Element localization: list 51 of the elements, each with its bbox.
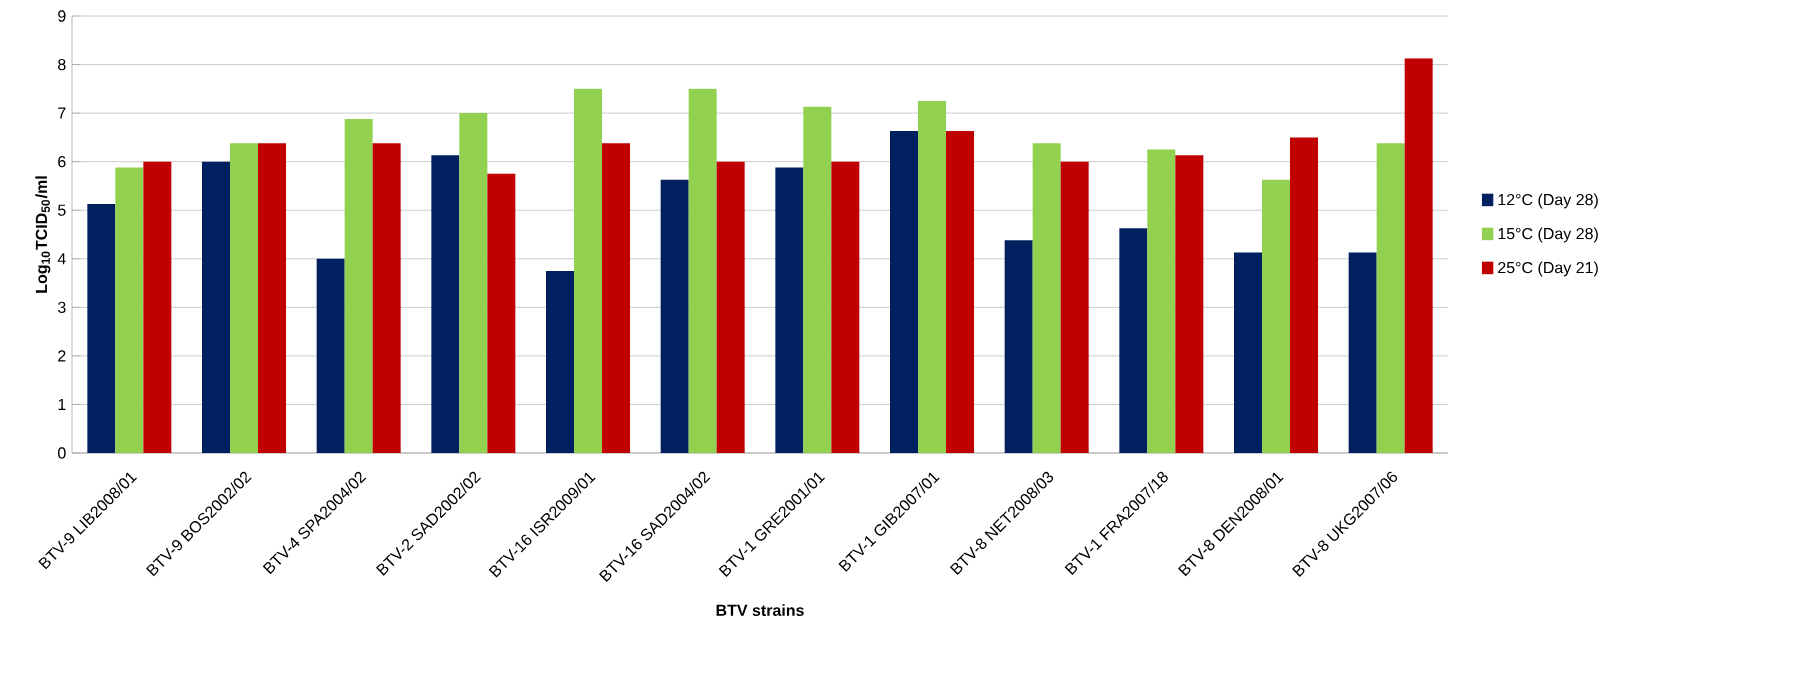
y-tick-label: 2: [58, 350, 66, 362]
legend-label: 12°C (Day 28): [1498, 193, 1598, 209]
bar: [87, 203, 116, 453]
bar: [1234, 252, 1263, 453]
bar: [574, 88, 603, 453]
bar: [431, 155, 460, 453]
bar: [344, 118, 373, 453]
bar: [546, 270, 575, 453]
bar: [660, 179, 689, 453]
bar: [1404, 58, 1433, 453]
bar: [918, 100, 947, 453]
bar: [831, 161, 860, 453]
bar: [143, 161, 172, 453]
y-tick-label: 0: [58, 447, 66, 459]
bar: [372, 143, 401, 453]
bar: [115, 167, 144, 453]
bar: [1262, 179, 1291, 453]
bar: [258, 143, 287, 453]
bar: [946, 131, 974, 453]
bar: [775, 167, 804, 453]
y-tick-label: 1: [58, 398, 66, 410]
bar: [1119, 228, 1148, 453]
bar: [1290, 137, 1318, 453]
bar: [688, 88, 717, 453]
bar: [602, 143, 631, 453]
y-tick-label: 5: [58, 204, 66, 216]
legend-label: 15°C (Day 28): [1498, 227, 1598, 243]
y-tick-label: 9: [58, 10, 66, 22]
bar: [1004, 240, 1033, 453]
bar: [1032, 143, 1061, 453]
text: Log$_{10}$TCID$_{50}$/ml: [35, 176, 51, 293]
bar: [1376, 143, 1405, 453]
bar: [716, 161, 745, 453]
y-tick-label: 8: [58, 58, 66, 71]
bar: [1060, 161, 1089, 453]
x-axis-title: BTV strains: [716, 604, 804, 616]
y-tick-label: 6: [58, 156, 66, 168]
bar: [1147, 149, 1176, 453]
bar: [459, 113, 488, 453]
bar: [487, 173, 516, 453]
bar: [1175, 155, 1204, 453]
bar: [202, 161, 231, 453]
bar: [230, 143, 259, 453]
bar: [890, 131, 919, 453]
y-tick-label: 3: [57, 301, 66, 313]
legend-label: 25°C (Day 21): [1498, 261, 1598, 277]
bar: [1348, 252, 1377, 453]
bar: [803, 106, 832, 453]
y-tick-label: 7: [58, 107, 66, 119]
bar: [316, 258, 345, 453]
y-tick-label: 4: [57, 253, 66, 265]
